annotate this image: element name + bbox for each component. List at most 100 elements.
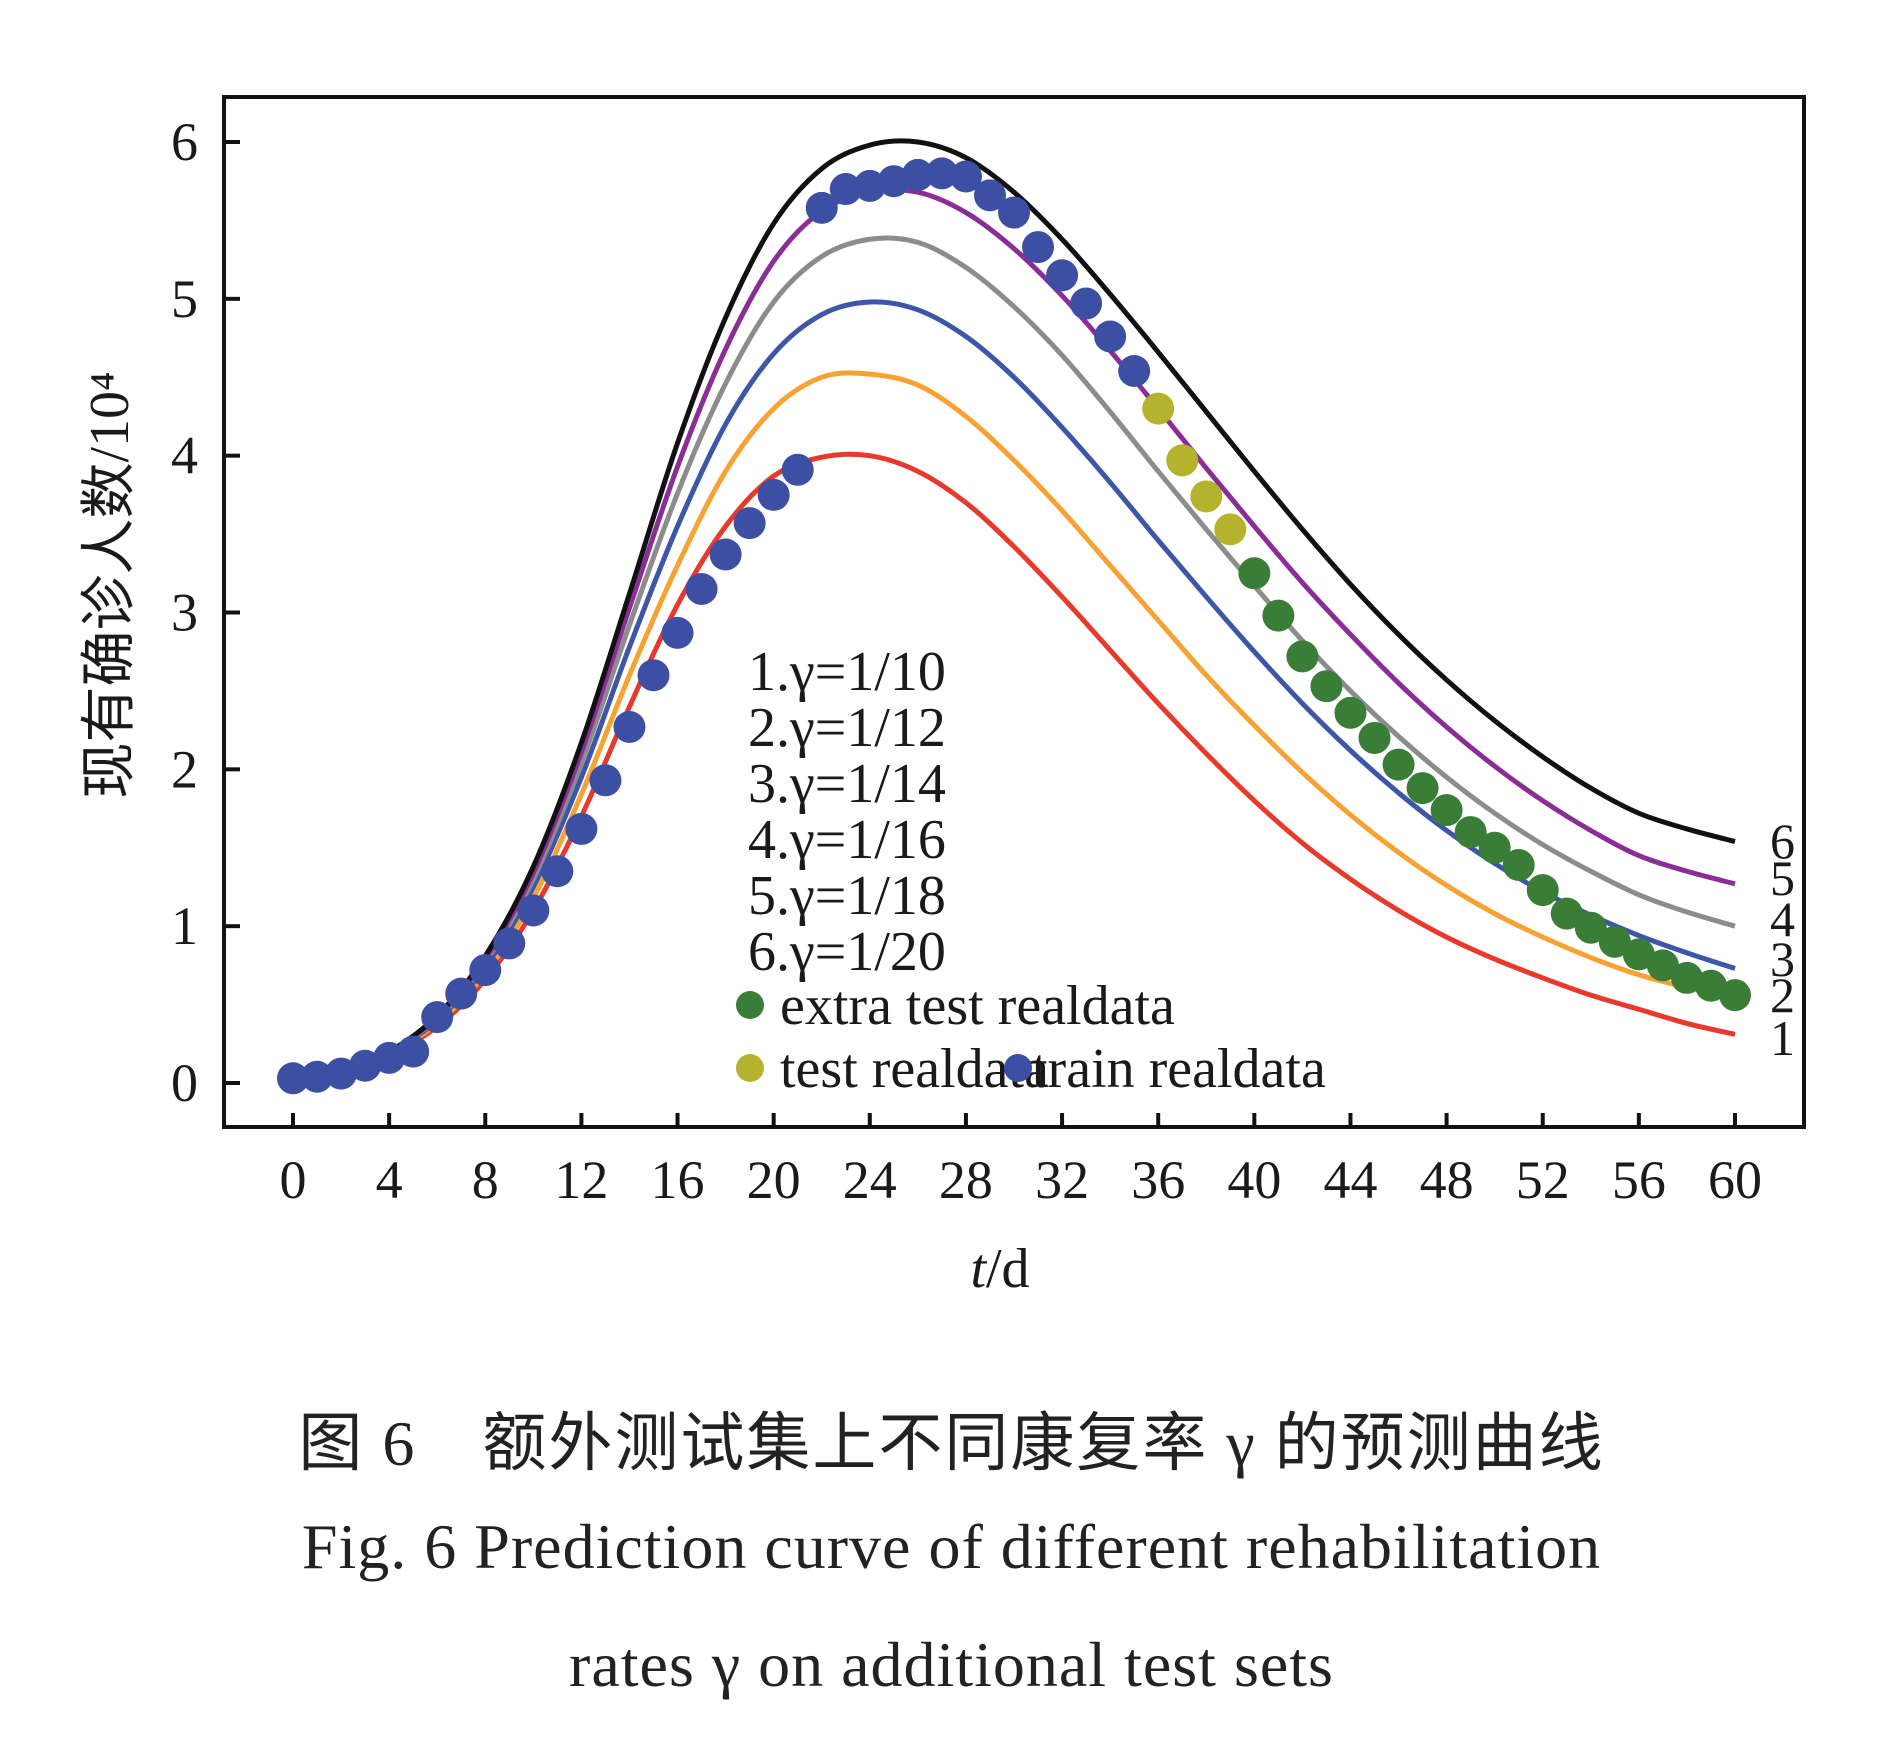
x-tick-label: 20 [747,1150,801,1210]
y-tick-label: 4 [171,426,198,486]
extra-test-realdata-point [1286,640,1319,673]
test-realdata-point [1166,444,1199,477]
extra-test-realdata-point [1454,816,1487,849]
test-realdata-point [1190,480,1223,513]
train-realdata-point [661,616,694,649]
x-tick-label: 28 [939,1150,993,1210]
y-tick-label: 1 [171,896,198,956]
train-realdata-point [637,659,670,692]
train-realdata-point [397,1035,430,1068]
train-realdata-point [1118,354,1151,387]
x-tick-label: 12 [554,1150,608,1210]
train-realdata-point [685,572,718,605]
x-tick-label: 44 [1323,1150,1377,1210]
legend-marker-test-realdata [736,1054,764,1082]
legend-line-entry: 1.γ=1/10 [748,641,946,703]
extra-test-realdata-point [1430,794,1463,827]
extra-test-realdata-point [1310,670,1343,703]
x-axis-title-unit: /d [986,1238,1030,1300]
caption-chinese: 图 6 额外测试集上不同康复率 γ 的预测曲线 [298,1408,1605,1479]
curve-end-label-5: 5 [1770,850,1795,906]
curve-end-label-1: 1 [1770,1010,1795,1066]
train-realdata-point [445,977,478,1010]
extra-test-realdata-point [1622,938,1655,971]
x-axis-ticks: 0 4 8 12 16 20 24 28 32 36 40 44 48 52 56 60 [280,1113,1762,1210]
extra-test-realdata-point [1478,831,1511,864]
train-realdata-point [733,507,766,540]
train-realdata-point [301,1060,334,1093]
extra-test-realdata-point [1550,897,1583,930]
legend-line-entry: 3.γ=1/14 [748,753,946,815]
extra-test-realdata-point [1719,979,1751,1012]
legend: 1.γ=1/102.γ=1/123.γ=1/144.γ=1/165.γ=1/18… [736,641,1326,1100]
x-tick-label: 0 [280,1150,307,1210]
y-tick-label: 2 [171,739,198,799]
train-realdata-point [877,165,910,198]
curve-gamma-5 [292,187,1736,1081]
y-tick-label: 5 [171,269,198,329]
extra-test-realdata-point [1502,849,1535,882]
test-realdata-point [1214,513,1247,546]
extra-test-realdata-point [1382,748,1415,781]
legend-line-entry: 6.γ=1/20 [748,921,946,983]
x-tick-label: 16 [651,1150,705,1210]
curve-gamma-4 [292,235,1736,1081]
legend-marker-train-realdata [1004,1054,1032,1082]
train-realdata-point [1046,259,1079,292]
legend-line-entry: 4.γ=1/16 [748,809,946,871]
caption-english-line1: Fig. 6 Prediction curve of different reh… [301,1511,1602,1582]
x-axis-title-var: t [970,1238,987,1300]
train-realdata-point [325,1057,358,1090]
curve-end-label-3: 3 [1770,931,1795,987]
legend-marker-label: extra test realdata [780,975,1175,1037]
extra-test-realdata-point [1574,911,1607,944]
extra-test-realdata-point [1598,925,1631,958]
train-realdata-point [925,157,958,190]
train-realdata-point [949,160,982,193]
x-tick-label: 24 [843,1150,897,1210]
curve-gamma-2 [292,370,1736,1081]
train-realdata-point [613,710,646,743]
y-axis-title: 现有确诊人数/10⁴ [79,371,141,798]
train-realdata-point [973,179,1006,212]
train-realdata-point [805,191,838,224]
train-realdata-point [998,196,1030,229]
x-tick-label: 8 [472,1150,499,1210]
y-axis-ticks: 0 1 2 3 4 5 6 [171,112,240,1113]
train-realdata-point [493,927,526,960]
extra-test-realdata-point [1694,969,1727,1002]
curve-end-label-2: 2 [1770,967,1795,1023]
y-tick-label: 6 [171,112,198,172]
train-realdata-point [1022,231,1055,264]
extra-test-realdata-point [1406,772,1439,805]
curve-gamma-3 [292,299,1736,1081]
train-realdata-point [1094,320,1127,353]
y-tick-label: 3 [171,583,198,643]
x-tick-label: 4 [376,1150,403,1210]
train-realdata-point [421,1001,454,1034]
x-tick-label: 48 [1420,1150,1474,1210]
train-realdata-point [589,764,622,797]
legend-marker-extra-test-realdata [736,991,764,1019]
x-tick-label: 36 [1131,1150,1185,1210]
extra-test-realdata-point [1358,721,1391,754]
extra-test-realdata-point [1238,557,1271,590]
x-tick-label: 56 [1612,1150,1666,1210]
train-realdata-point [1070,287,1103,320]
curve-end-label-6: 6 [1770,813,1795,869]
train-realdata-point [757,478,790,511]
train-realdata-point [277,1062,309,1095]
extra-test-realdata-point [1526,874,1559,907]
x-tick-label: 52 [1516,1150,1570,1210]
extra-test-realdata-point [1670,961,1703,994]
train-realdata-point [517,894,550,927]
train-realdata-point [541,855,574,888]
x-tick-label: 60 [1708,1150,1762,1210]
legend-line-entry: 5.γ=1/18 [748,865,946,927]
x-axis-title: t/d [970,1238,1029,1300]
curve-end-label-4: 4 [1770,891,1795,947]
test-realdata-point [1142,392,1175,425]
legend-marker-label: train realdata [1032,1038,1326,1100]
x-tick-label: 32 [1035,1150,1089,1210]
